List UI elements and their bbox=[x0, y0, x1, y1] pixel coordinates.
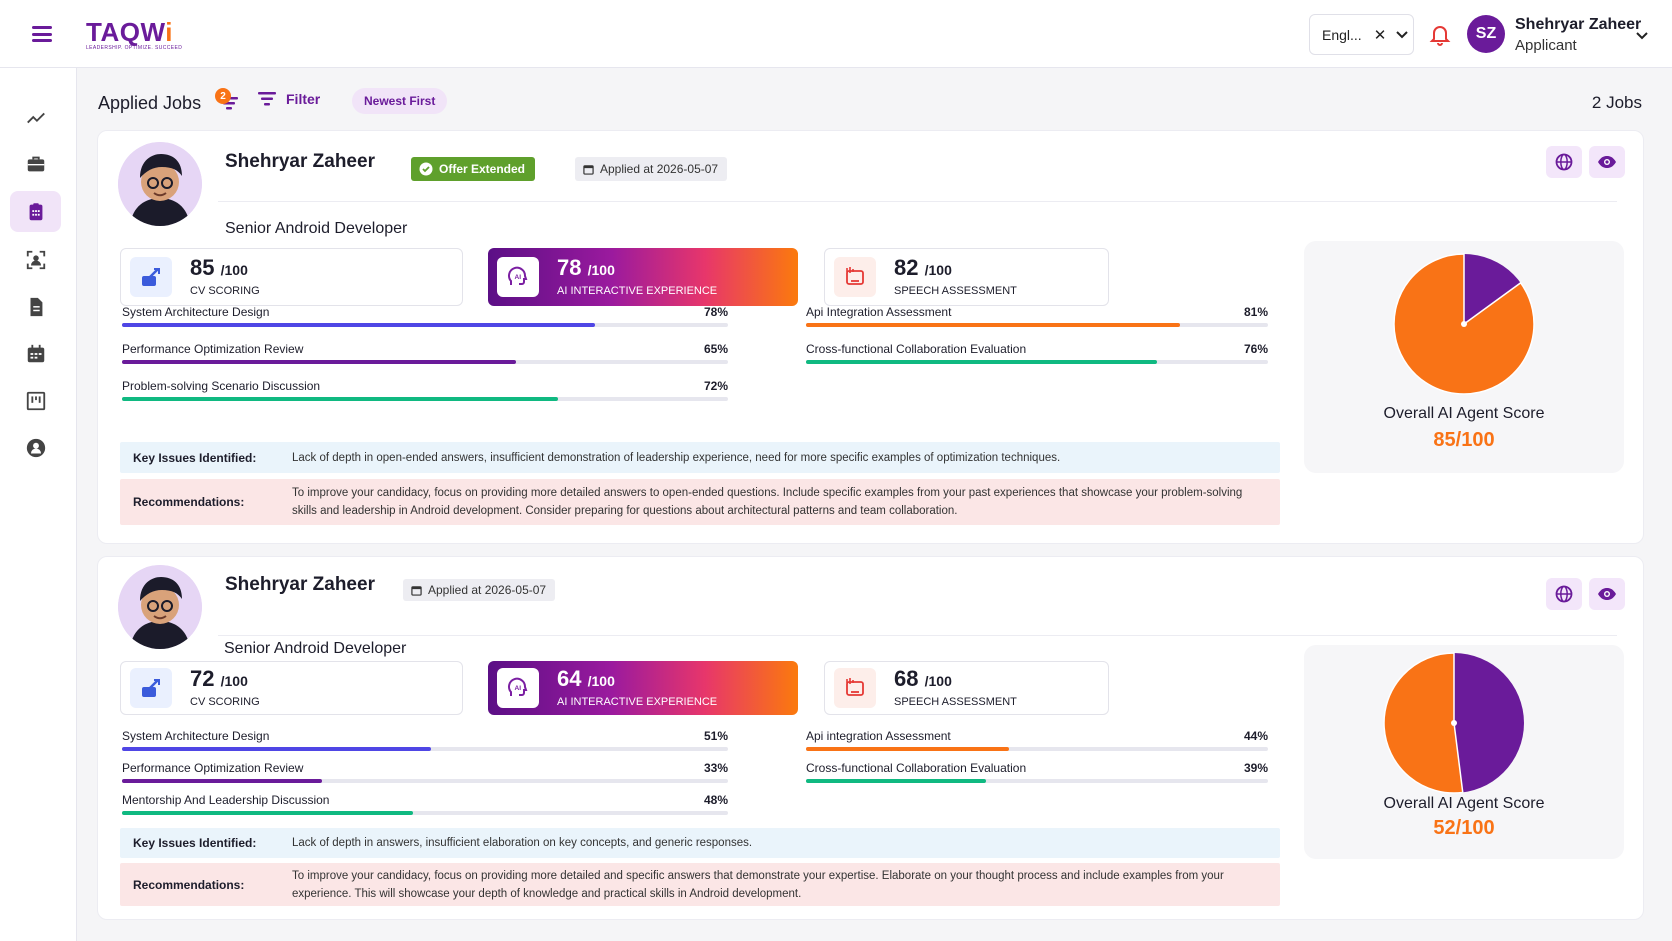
overall-score: 85/100 bbox=[1433, 429, 1495, 451]
trending-icon bbox=[26, 112, 45, 123]
clipboard-icon bbox=[29, 202, 42, 220]
eye-icon bbox=[1598, 588, 1616, 600]
metric-row: Performance Optimization Review 33% bbox=[122, 761, 728, 787]
speech-icon bbox=[834, 257, 876, 297]
document-icon bbox=[30, 297, 42, 316]
applied-date: Applied at 2026-05-07 bbox=[403, 579, 556, 601]
sidebar-item-analytics[interactable] bbox=[10, 97, 61, 138]
pie-center-dot bbox=[1461, 321, 1467, 327]
page-title: Applied Jobs bbox=[98, 93, 202, 113]
ai-score-box: AI 78 /100 AI INTERACTIVE EXPERIENCE bbox=[488, 248, 798, 306]
calendar-icon bbox=[27, 344, 44, 362]
job-role: Senior Android Developer bbox=[224, 640, 407, 657]
sidebar-item-jobs[interactable] bbox=[10, 143, 61, 184]
job-count: 2 Jobs bbox=[1591, 93, 1642, 112]
clear-icon[interactable]: ✕ bbox=[1373, 26, 1387, 44]
calendar-icon bbox=[583, 164, 594, 175]
avatar[interactable]: SZ bbox=[1467, 15, 1505, 53]
metric-row: System Architecture Design 51% bbox=[122, 729, 728, 755]
metric-row: Api Integration Assessment 81% bbox=[806, 305, 1268, 331]
overall-score-panel: Overall AI Agent Score 52/100 bbox=[1304, 645, 1624, 859]
web-button[interactable] bbox=[1546, 578, 1582, 610]
speech-score-box: 82 /100 SPEECH ASSESSMENT bbox=[824, 248, 1109, 306]
status-badge: Offer Extended bbox=[411, 157, 536, 181]
pie-center-dot bbox=[1451, 720, 1457, 726]
account-icon bbox=[26, 438, 45, 457]
cv-score-box: 72 /100 CV SCORING bbox=[120, 661, 463, 715]
metric-row: Api integration Assessment 44% bbox=[806, 729, 1268, 755]
language-value: Engl... bbox=[1322, 26, 1362, 43]
filter-label: Filter bbox=[286, 91, 321, 107]
filter-icon bbox=[258, 92, 276, 106]
sort-newest-button[interactable]: Newest First bbox=[352, 88, 448, 114]
eye-icon bbox=[1598, 156, 1616, 168]
speech-icon bbox=[834, 668, 876, 708]
filter-button[interactable]: Filter bbox=[258, 91, 320, 107]
application-card: Shehryar Zaheer Applied at 2026-05-07 Se… bbox=[97, 556, 1644, 920]
metric-row: System Architecture Design 78% bbox=[122, 305, 728, 331]
metric-row: Cross-functional Collaboration Evaluatio… bbox=[806, 761, 1268, 787]
applied-date: Applied at 2026-05-07 bbox=[575, 157, 728, 181]
sort-count-badge: 2 bbox=[215, 88, 231, 104]
user-role: Applicant bbox=[1515, 37, 1577, 54]
overall-score: 52/100 bbox=[1433, 817, 1495, 839]
globe-icon bbox=[1555, 153, 1573, 171]
chevron-down-icon[interactable] bbox=[1636, 32, 1648, 40]
sidebar-item-profile-scan[interactable] bbox=[10, 239, 61, 280]
application-card: Shehryar Zaheer Offer Extended Applied a… bbox=[97, 130, 1644, 544]
recommendations: Recommendations: To improve your candida… bbox=[120, 479, 1280, 525]
globe-icon bbox=[1555, 585, 1573, 603]
job-role: Senior Android Developer bbox=[225, 220, 408, 237]
metric-row: Problem-solving Scenario Discussion 72% bbox=[122, 379, 728, 405]
recommendations: Recommendations: To improve your candida… bbox=[120, 863, 1280, 906]
logo[interactable]: TAQWi LEADERSHIP. OPTIMIZE. SUCCEED bbox=[86, 17, 183, 51]
sidebar-item-documents[interactable] bbox=[10, 286, 61, 327]
cv-score-box: 85 /100 CV SCORING bbox=[120, 248, 463, 306]
svg-text:AI: AI bbox=[515, 685, 522, 692]
candidate-photo bbox=[118, 142, 202, 226]
svg-text:AI: AI bbox=[515, 274, 522, 281]
divider bbox=[218, 201, 1617, 202]
top-bar: TAQWi LEADERSHIP. OPTIMIZE. SUCCEED Engl… bbox=[0, 0, 1672, 68]
overall-pie bbox=[1393, 253, 1535, 395]
divider bbox=[218, 635, 1617, 636]
sidebar-item-applied-jobs[interactable] bbox=[10, 191, 61, 232]
sidebar-item-calendar[interactable] bbox=[10, 333, 61, 374]
view-button[interactable] bbox=[1589, 578, 1625, 610]
sidebar-item-board[interactable] bbox=[10, 380, 61, 421]
view-button[interactable] bbox=[1589, 146, 1625, 178]
sidebar bbox=[0, 68, 77, 941]
cv-score-icon bbox=[130, 257, 172, 297]
user-scan-icon bbox=[26, 250, 45, 269]
metric-row: Mentorship And Leadership Discussion 48% bbox=[122, 793, 728, 819]
pie-slice-score bbox=[1383, 652, 1464, 794]
cv-score-icon bbox=[130, 668, 172, 708]
ai-head-icon: AI bbox=[497, 257, 539, 297]
overall-pie bbox=[1383, 652, 1524, 794]
verified-icon bbox=[419, 162, 433, 176]
metric-row: Cross-functional Collaboration Evaluatio… bbox=[806, 342, 1268, 368]
bell-icon[interactable] bbox=[1428, 22, 1452, 46]
menu-icon[interactable] bbox=[32, 26, 52, 42]
metric-row: Performance Optimization Review 65% bbox=[122, 342, 728, 368]
language-select[interactable]: Engl... ✕ bbox=[1309, 14, 1414, 55]
candidate-name: Shehryar Zaheer bbox=[225, 574, 375, 595]
chevron-down-icon[interactable] bbox=[1396, 30, 1408, 39]
candidate-photo bbox=[118, 565, 202, 649]
overall-label: Overall AI Agent Score bbox=[1383, 795, 1545, 812]
web-button[interactable] bbox=[1546, 146, 1582, 178]
sidebar-item-account[interactable] bbox=[10, 427, 61, 468]
key-issues: Key Issues Identified: Lack of depth in … bbox=[120, 442, 1280, 473]
speech-score-box: 68 /100 SPEECH ASSESSMENT bbox=[824, 661, 1109, 715]
key-issues: Key Issues Identified: Lack of depth in … bbox=[120, 828, 1280, 858]
overall-label: Overall AI Agent Score bbox=[1383, 405, 1545, 422]
ai-score-box: AI 64 /100 AI INTERACTIVE EXPERIENCE bbox=[488, 661, 798, 715]
calendar-icon bbox=[411, 585, 422, 596]
overall-score-panel: Overall AI Agent Score 85/100 bbox=[1304, 241, 1624, 473]
briefcase-icon bbox=[27, 156, 44, 171]
kanban-icon bbox=[26, 391, 45, 410]
candidate-name: Shehryar Zaheer bbox=[225, 151, 375, 172]
user-name[interactable]: Shehryar Zaheer bbox=[1515, 16, 1642, 33]
ai-head-icon: AI bbox=[497, 668, 539, 708]
